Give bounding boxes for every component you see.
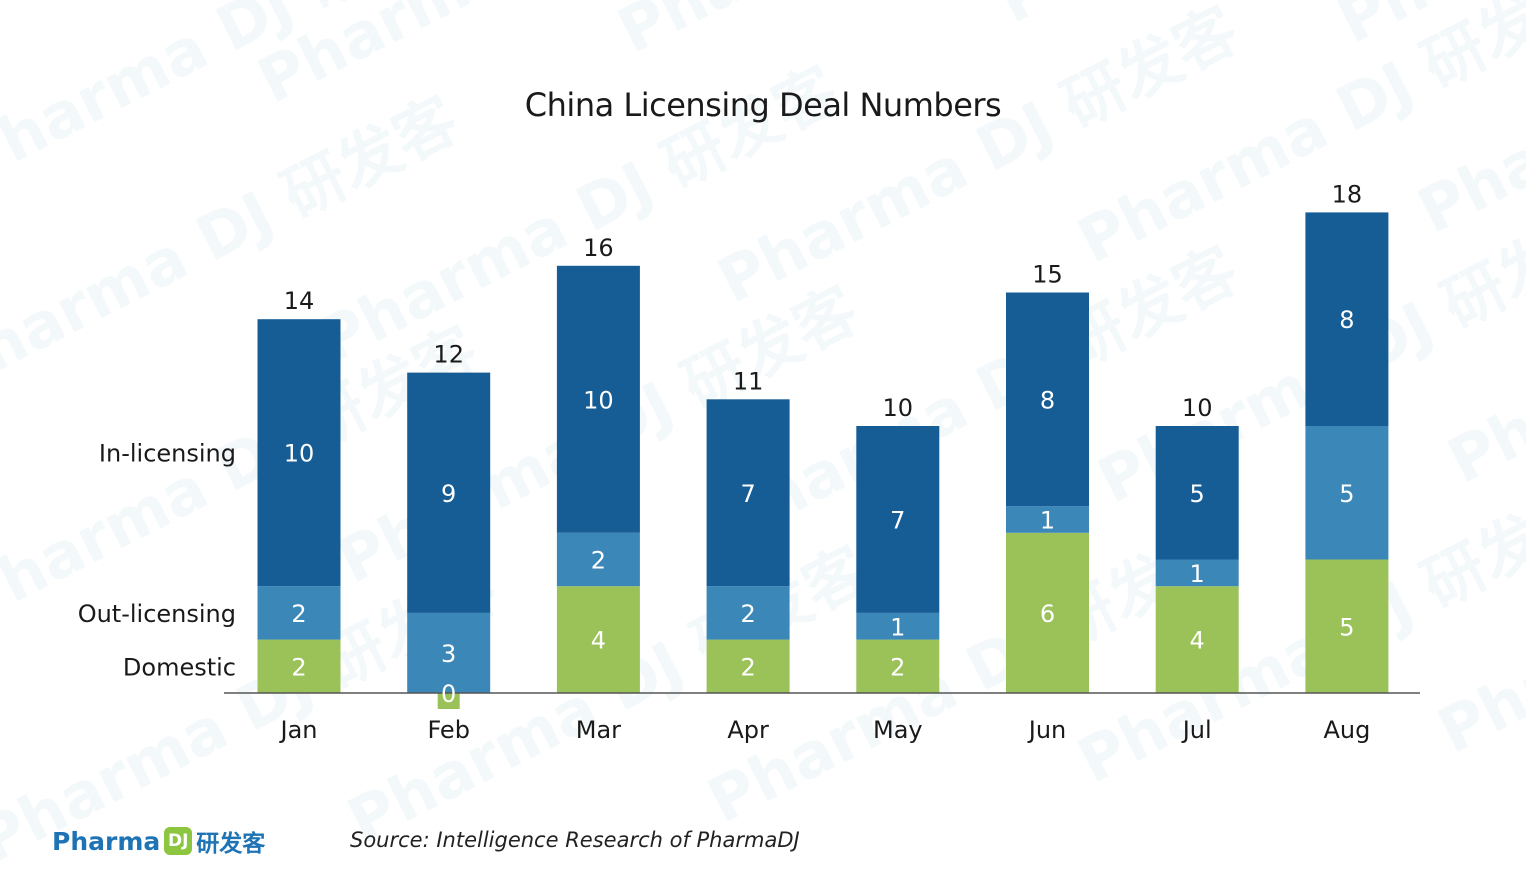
x-tick-label: Feb <box>427 716 470 744</box>
total-label: 18 <box>1332 180 1363 208</box>
total-label: 10 <box>1182 394 1213 422</box>
value-label-in-licensing: 10 <box>284 440 315 468</box>
bar-in-licensing-jul <box>1155 426 1239 560</box>
value-label-domestic: 4 <box>591 627 606 655</box>
total-label: 12 <box>433 341 464 369</box>
bar-domestic-mar <box>556 586 640 693</box>
value-label-out-licensing: 2 <box>740 600 755 628</box>
value-label-out-licensing: 2 <box>291 600 306 628</box>
bar-out-licensing-apr <box>706 586 790 640</box>
total-label: 11 <box>733 367 764 395</box>
total-label: 14 <box>284 287 315 315</box>
value-label-in-licensing: 8 <box>1040 386 1055 414</box>
value-label-domestic: 4 <box>1190 627 1205 655</box>
value-label-out-licensing: 1 <box>890 613 905 641</box>
series-label-in-licensing: In-licensing <box>99 440 236 468</box>
bar-in-licensing-jan <box>257 319 341 587</box>
value-label-in-licensing: 8 <box>1339 306 1354 334</box>
bar-out-licensing-jan <box>257 586 341 640</box>
total-label: 10 <box>883 394 914 422</box>
bar-out-licensing-jun <box>1006 506 1089 533</box>
x-tick-label: Jan <box>279 716 318 744</box>
total-label: 16 <box>583 234 614 262</box>
value-label-domestic: 0 <box>441 680 456 708</box>
bar-out-licensing-aug <box>1305 426 1389 560</box>
bar-out-licensing-jul <box>1155 559 1239 587</box>
bar-in-licensing-feb <box>407 372 491 613</box>
bar-domestic-jul <box>1155 586 1239 693</box>
x-tick-label: Jul <box>1181 716 1212 744</box>
logo-mark-icon: DJ <box>164 827 193 855</box>
logo-text: Pharma <box>52 826 161 856</box>
x-tick-label: May <box>873 716 923 744</box>
bar-in-licensing-aug <box>1305 212 1389 426</box>
value-label-out-licensing: 2 <box>591 547 606 575</box>
value-label-domestic: 5 <box>1339 613 1354 641</box>
bar-out-licensing-may <box>856 612 940 640</box>
value-label-out-licensing: 1 <box>1040 506 1055 534</box>
bar-in-licensing-apr <box>706 399 790 587</box>
series-label-out-licensing: Out-licensing <box>78 600 236 628</box>
x-tick-label: Mar <box>576 716 621 744</box>
value-label-domestic: 2 <box>291 653 306 681</box>
value-label-in-licensing: 10 <box>583 386 614 414</box>
bar-domestic-jun <box>1006 532 1089 693</box>
labels-group: 221014Jan03912Feb421016Mar22711Apr21710M… <box>78 180 1371 744</box>
bar-domestic-apr <box>706 639 790 693</box>
value-label-domestic: 6 <box>1040 600 1055 628</box>
bar-domestic-aug <box>1305 559 1389 693</box>
value-label-out-licensing: 3 <box>441 640 456 668</box>
bar-out-licensing-feb <box>407 612 491 693</box>
bar-in-licensing-mar <box>556 265 640 533</box>
value-label-in-licensing: 7 <box>740 480 755 508</box>
value-label-in-licensing: 7 <box>890 506 905 534</box>
value-label-in-licensing: 9 <box>441 480 456 508</box>
x-tick-label: Aug <box>1323 716 1370 744</box>
source-note: Source: Intelligence Research of PharmaD… <box>350 828 800 852</box>
value-label-out-licensing: 5 <box>1339 480 1354 508</box>
value-label-in-licensing: 5 <box>1190 480 1205 508</box>
bar-in-licensing-may <box>856 426 940 613</box>
value-label-out-licensing: 1 <box>1190 560 1205 588</box>
x-tick-label: Apr <box>727 716 769 744</box>
pharmadj-logo: Pharma DJ 研发客 <box>52 824 265 858</box>
bar-domestic-may <box>856 639 940 693</box>
bar-domestic-jan <box>257 639 341 693</box>
value-label-domestic: 2 <box>890 653 905 681</box>
series-label-domestic: Domestic <box>123 653 236 681</box>
logo-chinese-text: 研发客 <box>196 831 266 857</box>
chart-title: China Licensing Deal Numbers <box>524 86 1002 124</box>
x-tick-label: Jun <box>1027 716 1067 744</box>
bar-out-licensing-mar <box>556 532 640 587</box>
value-label-domestic: 2 <box>740 653 755 681</box>
bars-group <box>224 212 1420 709</box>
total-label: 15 <box>1032 261 1063 289</box>
bar-in-licensing-jun <box>1006 292 1089 507</box>
